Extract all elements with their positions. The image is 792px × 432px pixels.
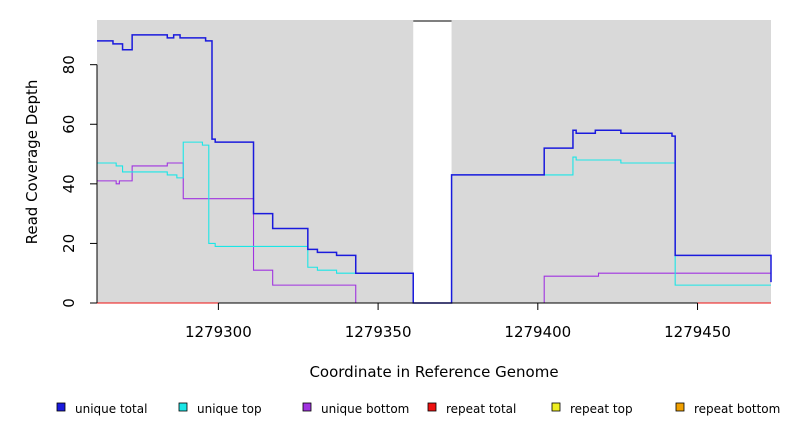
plot-background-right <box>451 20 771 303</box>
legend: unique total unique top unique bottom repea… <box>56 402 780 416</box>
legend-label: unique bottom <box>321 402 409 416</box>
x-axis-title: Coordinate in Reference Genome <box>309 363 558 381</box>
x-tick-label: 1279400 <box>504 323 571 341</box>
y-tick-label: 60 <box>60 115 78 134</box>
legend-label: repeat top <box>570 402 633 416</box>
axis-layer: 0 20 40 60 80 1279300 1279350 1279400 1279450 <box>60 55 731 341</box>
y-tick-label: 20 <box>60 234 78 253</box>
series-layer <box>97 20 772 304</box>
legend-label: unique top <box>197 402 262 416</box>
x-tick-label: 1279300 <box>185 323 252 341</box>
x-tick-label: 1279350 <box>345 323 412 341</box>
y-axis-title: Read Coverage Depth <box>23 80 41 245</box>
legend-swatch <box>56 402 66 412</box>
legend-swatch <box>427 402 437 412</box>
y-tick-label: 80 <box>60 55 78 74</box>
legend-label: repeat total <box>446 402 516 416</box>
legend-label: unique total <box>75 402 147 416</box>
y-tick-label: 0 <box>60 298 78 308</box>
y-tick-label: 40 <box>60 174 78 193</box>
series-line-unique-top <box>97 141 771 304</box>
series-line-unique-bottom <box>97 162 771 304</box>
legend-label: repeat bottom <box>694 402 780 416</box>
legend-swatch <box>675 402 685 412</box>
plot-background-left <box>97 20 414 303</box>
legend-swatch <box>302 402 312 412</box>
legend-swatch <box>551 402 561 412</box>
series-line-unique-total <box>97 34 772 304</box>
legend-swatch <box>178 402 188 412</box>
x-tick-label: 1279450 <box>664 323 731 341</box>
